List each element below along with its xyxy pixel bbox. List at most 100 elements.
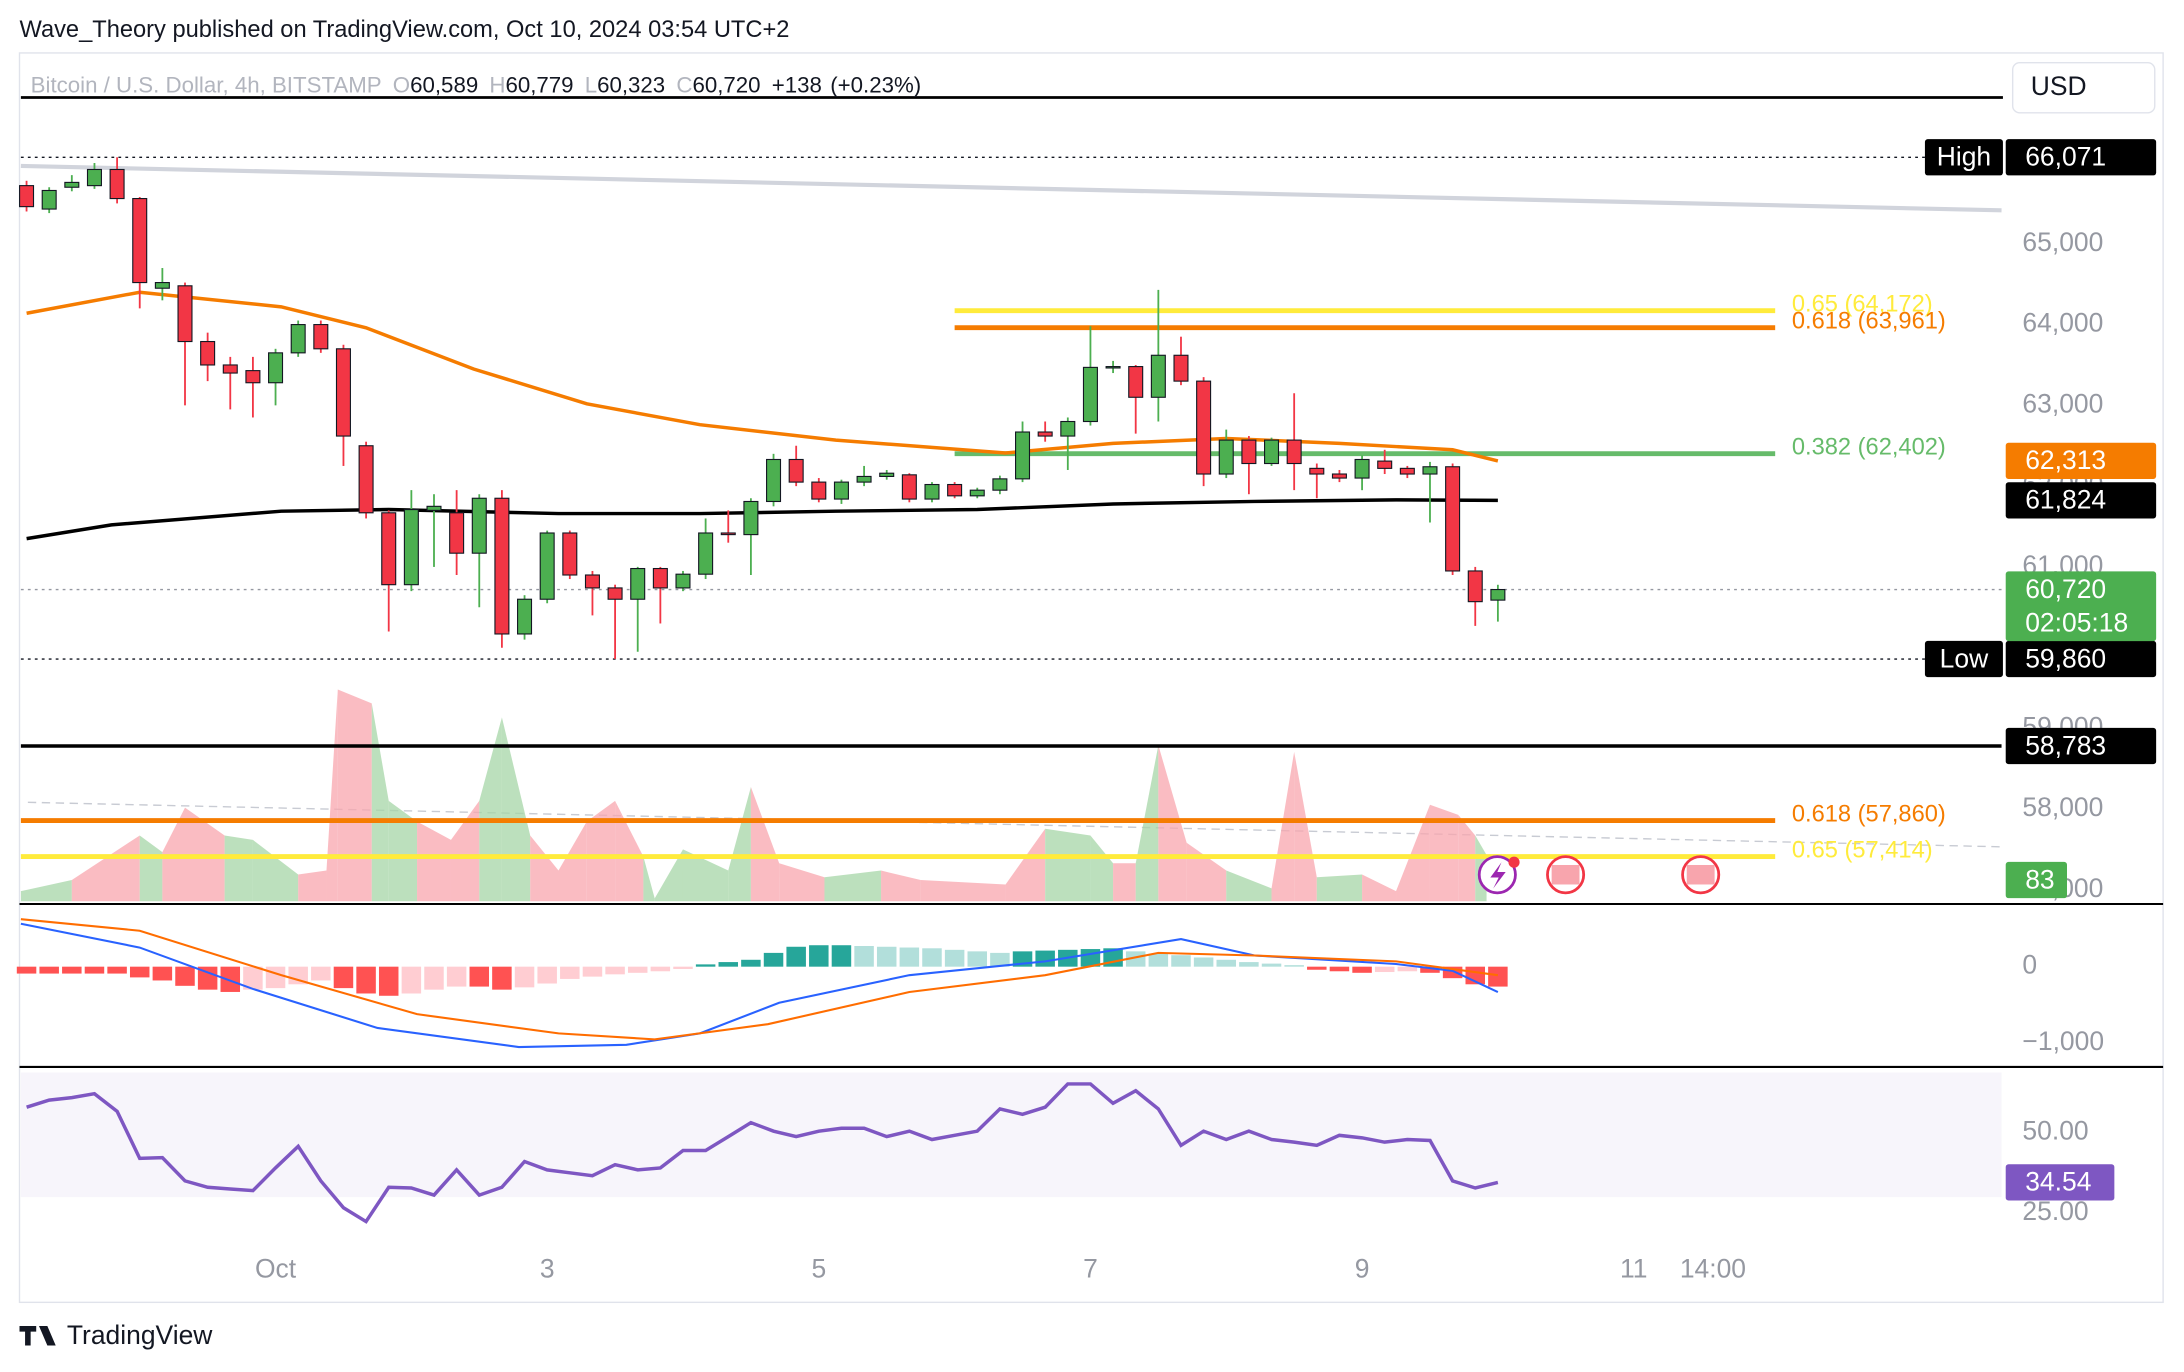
macd-bar bbox=[1261, 963, 1282, 967]
macd-bar bbox=[1420, 966, 1440, 973]
candle-body bbox=[41, 189, 57, 210]
price-tag: 59,860 bbox=[2025, 643, 2106, 673]
macd-bar bbox=[695, 964, 716, 967]
candle-body bbox=[268, 352, 284, 384]
ohlc-value: 60,720 bbox=[692, 72, 760, 97]
macd-bar bbox=[152, 966, 173, 981]
candle-body bbox=[698, 532, 714, 575]
event-icon bbox=[1686, 864, 1715, 885]
candle-body bbox=[584, 574, 600, 589]
ma-tag: 62,313 bbox=[2025, 445, 2106, 475]
candle-body bbox=[1241, 439, 1257, 465]
macd-bar bbox=[175, 966, 195, 986]
candle-body bbox=[539, 532, 555, 600]
osc-area bbox=[824, 870, 882, 902]
rsi-tag-bg bbox=[2005, 1164, 2115, 1201]
change: +138 bbox=[772, 72, 822, 97]
macd-bar bbox=[741, 959, 761, 967]
macd-bar bbox=[16, 966, 37, 974]
candle-body bbox=[471, 497, 487, 554]
candle-body bbox=[811, 481, 827, 500]
event-icon bbox=[1490, 862, 1506, 889]
ma-tag: 61,824 bbox=[2025, 485, 2106, 515]
candle-body bbox=[879, 472, 895, 478]
osc-area bbox=[615, 800, 644, 902]
hline-tag: 58,783 bbox=[2025, 730, 2106, 760]
rsi-band bbox=[20, 1072, 2002, 1198]
ohlc-value: 60,323 bbox=[597, 72, 665, 97]
rsi-tag: 34.54 bbox=[2025, 1167, 2091, 1197]
candle-body bbox=[19, 185, 35, 208]
ohlc-value: 60,779 bbox=[505, 72, 573, 97]
currency[interactable]: USD bbox=[2031, 71, 2087, 101]
brand-logo bbox=[19, 1326, 56, 1346]
candle-body bbox=[1196, 380, 1212, 475]
macd-bar bbox=[944, 949, 965, 967]
candle-body bbox=[1377, 460, 1393, 469]
macd-bar bbox=[1397, 966, 1418, 972]
candle-body bbox=[901, 474, 917, 500]
macd-bar bbox=[288, 966, 308, 985]
brand: TradingView bbox=[67, 1320, 213, 1350]
change-pct: (+0.23%) bbox=[830, 72, 921, 97]
candle-body bbox=[1422, 466, 1438, 475]
osc-tag: 83 bbox=[2025, 864, 2054, 894]
y-tick-label: 25.00 bbox=[2022, 1196, 2088, 1226]
legend-line: Bitcoin / U.S. Dollar, 4h, BITSTAMP O60,5… bbox=[31, 72, 922, 97]
fib-label: 0.65 (64,172) bbox=[1792, 291, 1933, 317]
y-tick-label: 50.00 bbox=[2022, 1115, 2088, 1145]
osc-area bbox=[1226, 870, 1272, 902]
candle-body bbox=[720, 532, 736, 536]
osc-area bbox=[1316, 874, 1363, 902]
candle-body bbox=[381, 512, 397, 586]
macd-bar bbox=[990, 952, 1010, 967]
candle-body bbox=[562, 532, 578, 576]
osc-area bbox=[750, 786, 780, 902]
y-tick-label: 0 bbox=[2022, 950, 2037, 980]
osc-area bbox=[1294, 751, 1317, 902]
macd-bar bbox=[220, 966, 241, 992]
current-tag-bg bbox=[2005, 571, 2157, 642]
candle-body bbox=[675, 573, 691, 589]
macd-bar bbox=[243, 966, 263, 990]
candle-body bbox=[630, 567, 646, 600]
osc-area bbox=[530, 835, 559, 902]
macd-bar bbox=[1488, 966, 1508, 987]
macd-bar bbox=[1035, 950, 1055, 967]
candle-body bbox=[245, 370, 261, 384]
candle-body bbox=[132, 197, 148, 284]
candle-body bbox=[200, 340, 216, 366]
x-tick-label: 5 bbox=[811, 1253, 826, 1283]
macd-bar bbox=[129, 966, 150, 978]
osc-area bbox=[682, 849, 729, 902]
tag-key-bg bbox=[1924, 139, 2003, 176]
candle-body bbox=[86, 168, 102, 187]
macd-bar bbox=[650, 966, 671, 972]
candle-body bbox=[1218, 439, 1234, 475]
macd-bar bbox=[514, 966, 535, 988]
y-tick-label: 63,000 bbox=[2022, 388, 2103, 418]
macd-bar bbox=[627, 966, 648, 973]
event-icon bbox=[1551, 864, 1580, 885]
candle-body bbox=[788, 458, 804, 483]
macd-bar bbox=[1442, 966, 1463, 979]
fib-label: 0.618 (63,961) bbox=[1792, 308, 1946, 334]
osc-area bbox=[558, 821, 587, 902]
candle-body bbox=[1015, 431, 1031, 480]
ohlc-key: C bbox=[676, 72, 692, 97]
osc-area bbox=[417, 821, 451, 902]
macd-bar bbox=[265, 966, 286, 989]
candle-body bbox=[494, 497, 510, 635]
currency-button[interactable] bbox=[2011, 61, 2156, 114]
x-tick-label: 14:00 bbox=[1680, 1253, 1746, 1283]
candle-body bbox=[1150, 354, 1166, 398]
macd-bar bbox=[763, 952, 784, 967]
macd-bar bbox=[1284, 965, 1304, 967]
candle-body bbox=[1082, 366, 1098, 423]
macd-bar bbox=[673, 966, 693, 969]
candle-body bbox=[426, 505, 442, 511]
macd-bar bbox=[1193, 957, 1214, 967]
macd-bar bbox=[1125, 951, 1146, 967]
y-tick-label: 65,000 bbox=[2022, 227, 2103, 257]
